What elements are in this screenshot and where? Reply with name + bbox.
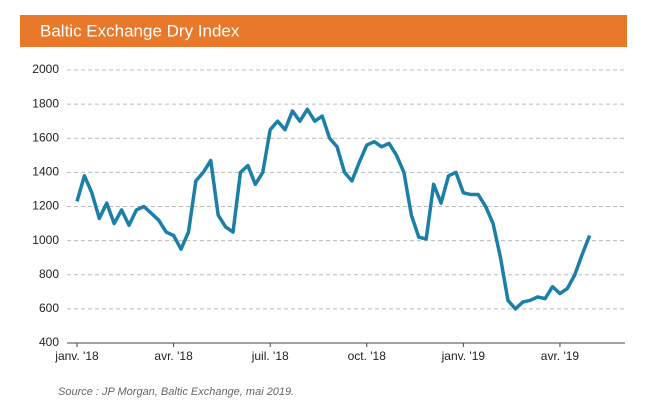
y-tick-label: 1600 bbox=[32, 130, 59, 144]
line bbox=[75, 107, 592, 311]
y-tick-label: 400 bbox=[39, 335, 59, 349]
y-tick-label: 800 bbox=[39, 267, 59, 281]
y-tick-label: 600 bbox=[39, 301, 59, 315]
y-tick-label: 2000 bbox=[32, 62, 59, 76]
x-tick-label: oct. '18 bbox=[348, 349, 387, 363]
x-tick-label: avr. '19 bbox=[541, 349, 580, 363]
x-tick-label: juil. '18 bbox=[251, 349, 289, 363]
x-tick-label: janv. '19 bbox=[441, 349, 486, 363]
y-tick-label: 1200 bbox=[32, 199, 59, 213]
chart-title: Baltic Exchange Dry Index bbox=[40, 21, 240, 40]
source: Source : JP Morgan, Baltic Exchange, mai… bbox=[58, 386, 294, 398]
y-tick-label: 1000 bbox=[32, 233, 59, 247]
x-tick-label: janv. '18 bbox=[54, 349, 99, 363]
header-bar bbox=[20, 15, 627, 47]
y-tick-label: 1400 bbox=[32, 165, 59, 179]
x-tick-label: avr. '18 bbox=[154, 349, 193, 363]
y-tick-label: 1800 bbox=[32, 96, 59, 110]
